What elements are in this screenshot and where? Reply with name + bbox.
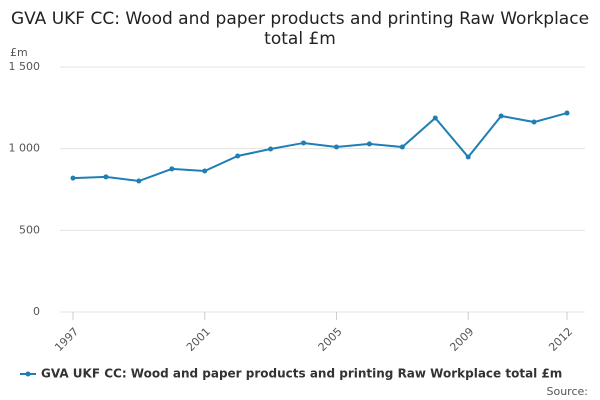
x-tick-label: 2005 (316, 325, 345, 354)
point (564, 110, 570, 116)
legend-label: GVA UKF CC: Wood and paper products and … (41, 367, 562, 381)
point (498, 113, 504, 119)
point (70, 175, 76, 181)
x-tick-label: 2009 (447, 325, 476, 354)
point (235, 153, 241, 159)
point (531, 119, 537, 125)
point (366, 141, 372, 147)
point (301, 140, 307, 146)
chart-title: GVA UKF CC: Wood and paper products and … (11, 9, 589, 49)
point (268, 146, 274, 152)
point (136, 178, 142, 184)
title-line: total £m (264, 29, 336, 49)
legend-symbol (25, 371, 31, 377)
point (169, 166, 175, 172)
x-tick-label: 1997 (52, 325, 81, 354)
point (333, 144, 339, 150)
x-tick-label: 2001 (184, 325, 213, 354)
source: Source: (547, 385, 589, 398)
point (465, 154, 471, 160)
point (432, 115, 438, 121)
y-tick-label: 1 500 (9, 60, 41, 73)
y-axis-label: £m (10, 46, 28, 59)
x-tick-label: 2012 (546, 325, 575, 354)
point (202, 168, 208, 174)
y-tick-label: 1 000 (9, 142, 41, 155)
y-tick-label: 500 (19, 223, 40, 236)
point (399, 144, 405, 150)
series-line (72, 112, 568, 183)
title-line: GVA UKF CC: Wood and paper products and … (11, 9, 589, 29)
point (103, 174, 109, 180)
y-tick-label: 0 (33, 305, 40, 318)
